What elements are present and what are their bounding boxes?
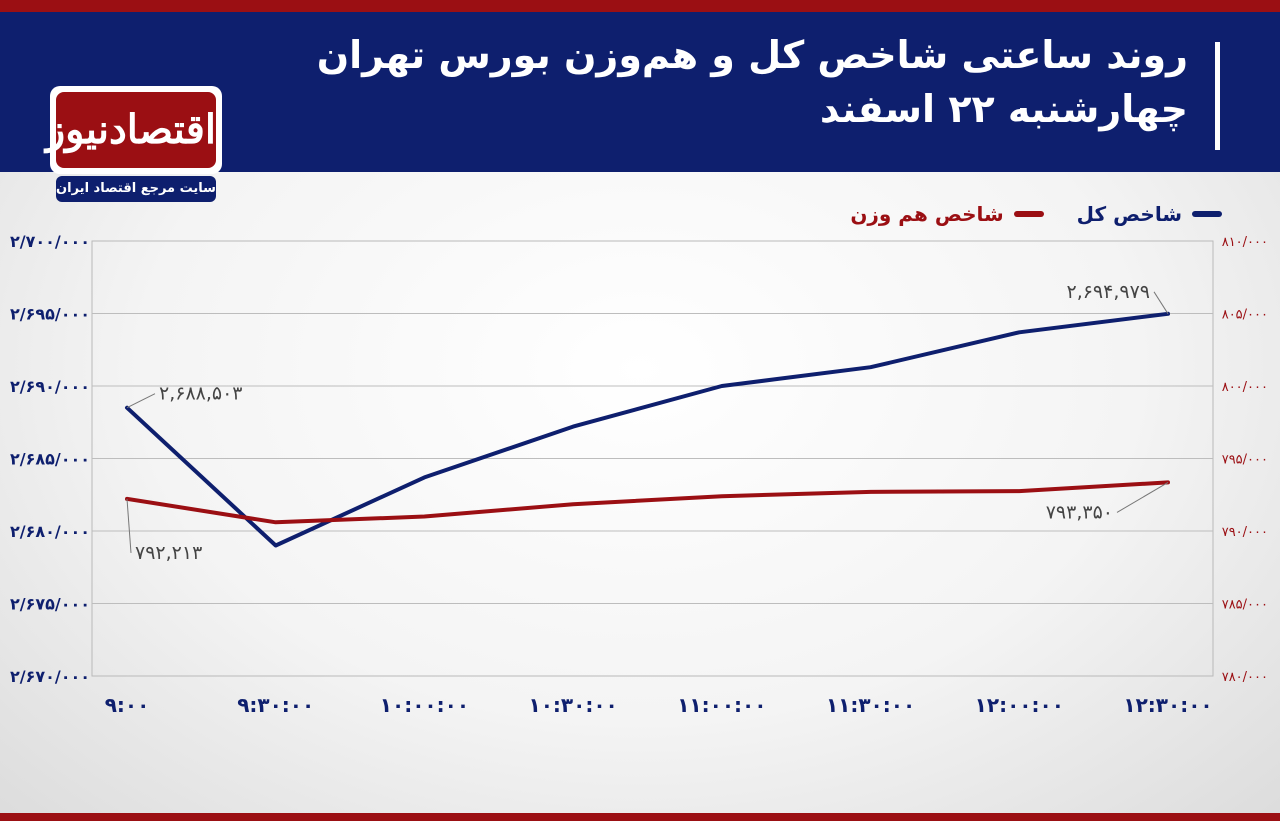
title-divider [1215,42,1220,150]
legend-label-total: شاخص کل [1076,202,1182,226]
y-right-tick-label: ۷۸۵/۰۰۰ [1222,598,1268,613]
y-left-tick-label: ۲/۶۹۰/۰۰۰ [10,377,90,396]
annotation-leader [126,498,132,553]
legend-swatch-equal [1013,211,1044,217]
title-line-1: روند ساعتی شاخص کل و هم‌وزن بورس تهران [316,33,1188,77]
annotation-leader [1116,481,1169,513]
x-tick-label: ۱۱:۰۰:۰۰ [677,693,766,717]
annotation-leader [126,393,156,409]
brand-logo: اقتصادنیوز [46,86,222,174]
data-label: ۷۹۲,۲۱۳ [135,542,202,564]
chart-title: روند ساعتی شاخص کل و هم‌وزن بورس تهران چ… [316,28,1188,136]
brand-tagline: سایت مرجع اقتصاد ایران [56,176,216,202]
y-left-tick-label: ۲/۷۰۰/۰۰۰ [10,232,90,251]
annotation-leader [1153,291,1169,315]
chart-legend: شاخص کل شاخص هم وزن [824,198,1222,226]
x-tick-label: ۱۱:۳۰:۰۰ [826,693,915,717]
y-left-tick-label: ۲/۶۷۵/۰۰۰ [10,595,90,614]
y-right-tick-label: ۸۰۵/۰۰۰ [1222,308,1268,323]
x-tick-label: ۱۰:۳۰:۰۰ [529,693,618,717]
legend-swatch-total [1192,211,1222,217]
legend-item-equal: شاخص هم وزن [850,202,1044,226]
y-left-tick-label: ۲/۶۸۰/۰۰۰ [10,522,90,541]
y-left-tick-label: ۲/۶۹۵/۰۰۰ [10,305,90,324]
y-right-tick-label: ۷۹۵/۰۰۰ [1222,453,1268,468]
x-tick-label: ۹:۳۰:۰۰ [237,693,314,717]
brand-logo-text: اقتصادنیوز [46,92,216,168]
y-left-tick-label: ۲/۶۸۵/۰۰۰ [10,450,90,469]
x-tick-label: ۱۲:۳۰:۰۰ [1123,693,1212,717]
bottom-accent-strip [0,813,1280,821]
y-left-tick-label: ۲/۶۷۰/۰۰۰ [10,667,90,686]
x-tick-label: ۹:۰۰ [105,693,150,717]
y-right-tick-label: ۸۱۰/۰۰۰ [1222,235,1268,250]
series-line-equal [125,480,1170,525]
x-tick-label: ۱۰:۰۰:۰۰ [380,693,469,717]
legend-label-equal: شاخص هم وزن [850,202,1004,226]
top-accent-strip [0,0,1280,12]
data-label: ۲,۶۸۸,۵۰۳ [159,383,243,405]
data-label: ۷۹۳,۳۵۰ [1046,501,1113,523]
y-right-tick-label: ۸۰۰/۰۰۰ [1222,380,1268,395]
title-line-2: چهارشنبه ۲۲ اسفند [819,87,1188,131]
y-right-tick-label: ۷۸۰/۰۰۰ [1222,670,1268,685]
y-right-tick-label: ۷۹۰/۰۰۰ [1222,525,1268,540]
x-tick-label: ۱۲:۰۰:۰۰ [975,693,1064,717]
legend-item-total: شاخص کل [1077,202,1222,226]
series-line-total [125,311,1170,548]
data-label: ۲,۶۹۴,۹۷۹ [1066,281,1150,303]
